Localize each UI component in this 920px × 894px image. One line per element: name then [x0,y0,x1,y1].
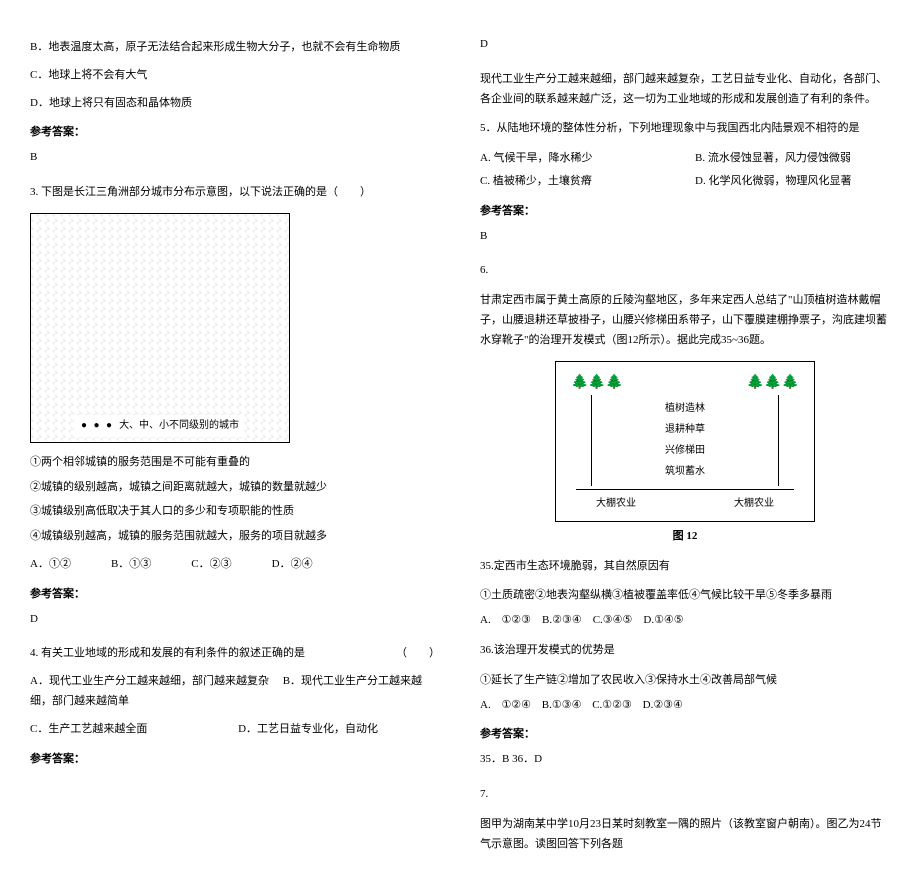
diagram-middle: 植树造林 退耕种草 兴修梯田 筑坝蓄水 [591,395,779,486]
diag-bl: 大棚农业 [596,495,636,513]
diagram-bottom: 大棚农业 大棚农业 [576,489,794,513]
q5-options: A. 气候干旱，降水稀少 B. 流水侵蚀显著，风力侵蚀微弱 C. 植被稀少，土壤… [480,149,890,192]
q4-row1: A．现代工业生产分工越来越细，部门越来越复杂 B．现代工业生产分工越来越细，部门… [30,672,440,712]
answer-6: 35．B 36．D [480,750,890,770]
diag-br: 大棚农业 [734,495,774,513]
answer-3: D [30,610,440,630]
q4-continuation: 现代工业生产分工越来越细，部门越来越复杂，工艺日益专业化、自动化，各部门、各企业… [480,70,890,110]
diag-l3: 兴修梯田 [592,442,778,460]
answer-label-3: 参考答案： [30,585,440,605]
q36-opts: A. ①②④ B.①③④ C.①②③ D.②③④ [480,696,890,716]
question-7-num: 7. [480,785,890,805]
q4-opt-d: D．工艺日益专业化，自动化 [238,723,378,735]
diagram-12: 🌲🌲🌲 🌲🌲🌲 植树造林 退耕种草 兴修梯田 筑坝蓄水 大棚农业 大棚农业 图 … [555,361,815,547]
q36-items: ①延长了生产链②增加了农民收入③保持水土④改善局部气候 [480,671,890,691]
diagram-trees: 🌲🌲🌲 🌲🌲🌲 [561,370,809,395]
q5-opt-a: A. 气候干旱，降水稀少 [480,149,675,169]
q3-opt-b: B．①③ [111,555,151,575]
q3-opt-c: C．②③ [191,555,231,575]
right-column: D 现代工业生产分工越来越细，部门越来越复杂，工艺日益专业化、自动化，各部门、各… [480,30,890,864]
question-5: 5．从陆地环境的整体性分析，下列地理现象中与我国西北内陆景观不相符的是 [480,119,890,139]
left-column: B．地表温度太高，原子无法结合起来形成生物大分子，也就不会有生命物质 C．地球上… [30,30,440,864]
answer-label-4: 参考答案： [30,750,440,770]
question-3: 3. 下图是长江三角洲部分城市分布示意图，以下说法正确的是（ ） [30,183,440,203]
diag-l1: 植树造林 [592,400,778,418]
q4-row2: C．生产工艺越来越全面 D．工艺日益专业化，自动化 [30,720,440,740]
q35-items: ①土质疏密②地表沟壑纵横③植被覆盖率低④气候比较干旱⑤冬季多暴雨 [480,586,890,606]
q5-opt-b: B. 流水侵蚀显著，风力侵蚀微弱 [695,149,890,169]
q5-opt-d: D. 化学风化微弱，物理风化显著 [695,172,890,192]
answer-2: B [30,148,440,168]
q3-item-3: ③城镇级别高低取决于其人口的多少和专项职能的性质 [30,502,440,522]
q5-opt-c: C. 植被稀少，土壤贫瘠 [480,172,675,192]
option-c: C．地球上将不会有大气 [30,66,440,86]
q3-item-2: ②城镇的级别越高，城镇之间距离就越大，城镇的数量就越少 [30,478,440,498]
diagram-box: 🌲🌲🌲 🌲🌲🌲 植树造林 退耕种草 兴修梯田 筑坝蓄水 大棚农业 大棚农业 [555,361,815,522]
q4-opt-c: C．生产工艺越来越全面 [30,723,147,735]
answer-4: D [480,35,890,55]
question-4-paren: （ ） [396,644,440,664]
q3-opt-a: A．①② [30,555,71,575]
question-6: 甘肃定西市属于黄土高原的丘陵沟壑地区，多年来定西人总结了"山顶植树造林戴帽子，山… [480,291,890,350]
question-35: 35.定西市生态环境脆弱，其自然原因有 [480,557,890,577]
option-b: B．地表温度太高，原子无法结合起来形成生物大分子，也就不会有生命物质 [30,38,440,58]
question-6-num: 6. [480,261,890,281]
answer-label-6: 参考答案： [480,725,890,745]
question-4-row: 4. 有关工业地域的形成和发展的有利条件的叙述正确的是 （ ） [30,644,440,664]
q35-opts: A. ①②③ B.②③④ C.③④⑤ D.①④⑤ [480,611,890,631]
q3-opt-d: D．②④ [272,555,313,575]
answer-5: B [480,227,890,247]
q3-item-4: ④城镇级别越高，城镇的服务范围就越大，服务的项目就越多 [30,527,440,547]
q4-opt-a: A．现代工业生产分工越来越细，部门越来越复杂 [30,675,269,687]
q3-options: A．①② B．①③ C．②③ D．②④ [30,555,440,575]
question-4: 4. 有关工业地域的形成和发展的有利条件的叙述正确的是 [30,644,305,664]
answer-label-5: 参考答案： [480,202,890,222]
diagram-caption: 图 12 [555,527,815,547]
map-legend: 大、中、小不同级别的城市 [76,415,244,437]
diag-l2: 退耕种草 [592,421,778,439]
option-d: D．地球上将只有固态和晶体物质 [30,94,440,114]
map-image: 大、中、小不同级别的城市 [30,213,290,443]
question-7: 图甲为湖南某中学10月23日某时刻教室一隅的照片（该教室窗户朝南）。图乙为24节… [480,815,890,855]
answer-label: 参考答案： [30,123,440,143]
diag-l4: 筑坝蓄水 [592,463,778,481]
q3-item-1: ①两个相邻城镇的服务范围是不可能有重叠的 [30,453,440,473]
